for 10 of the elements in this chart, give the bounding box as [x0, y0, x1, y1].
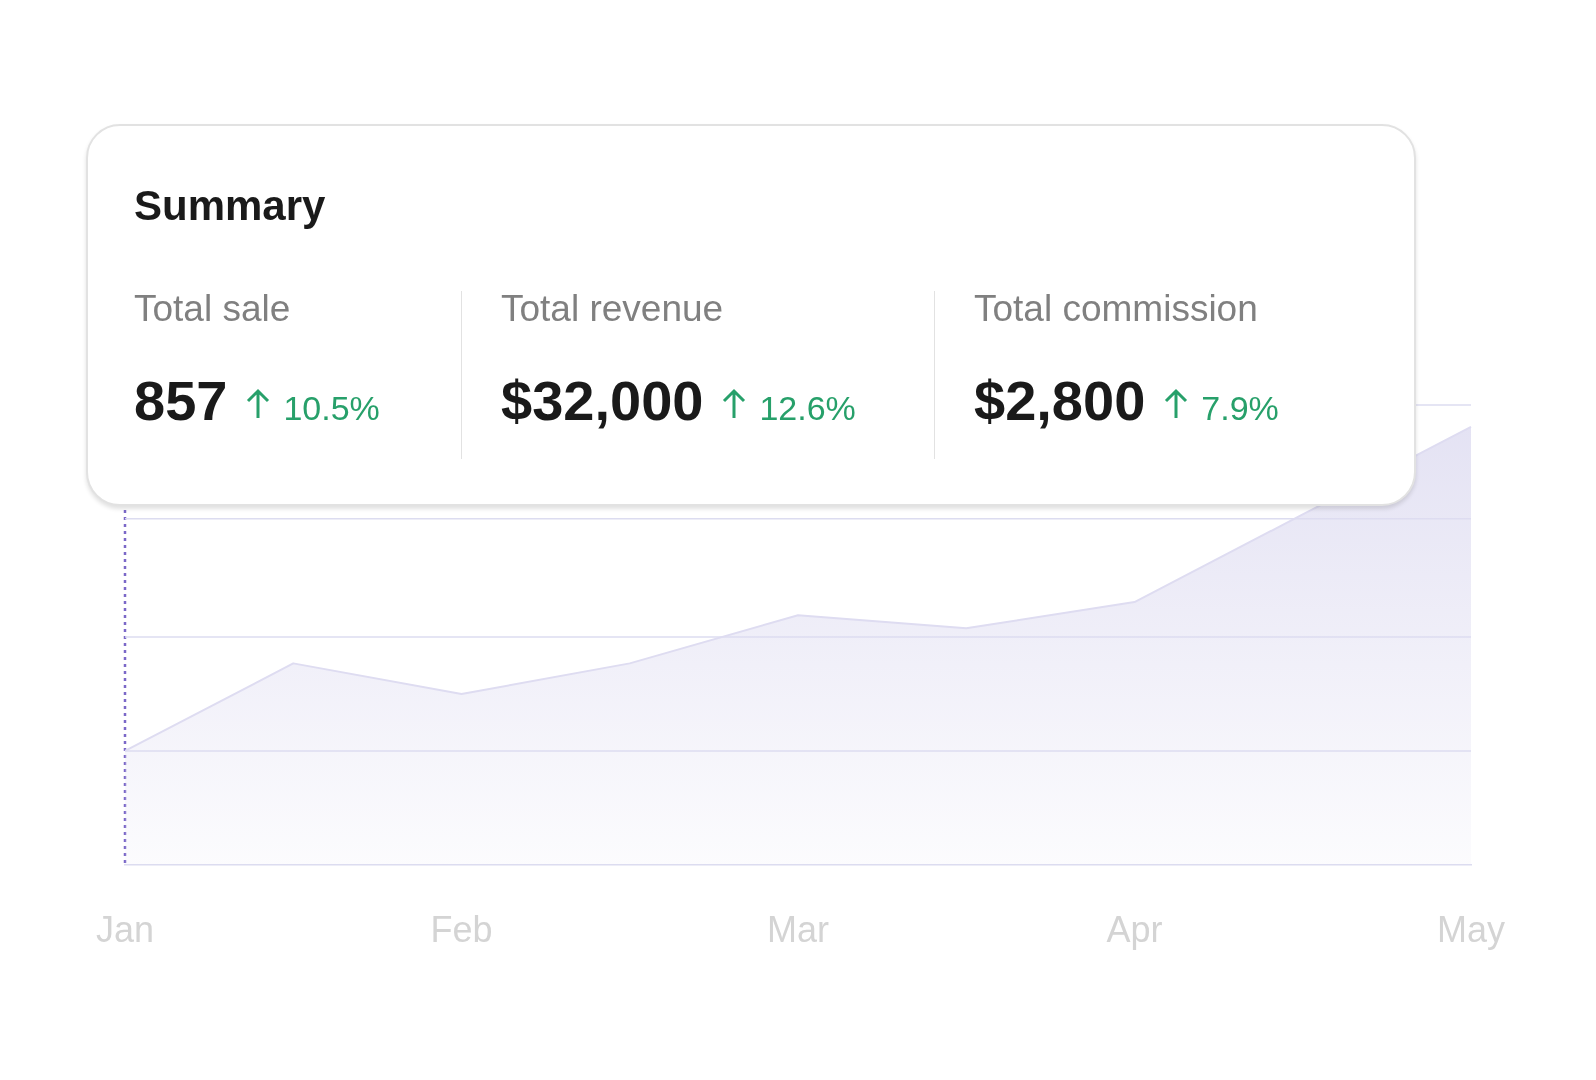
annotation: $2,800 — [974, 368, 1146, 433]
text: Total commission — [974, 288, 1259, 330]
annotation: 12.6% — [759, 389, 856, 428]
annotation: 7.9% — [1201, 389, 1279, 428]
text: Total sale — [134, 288, 292, 330]
annotation: $32,000 — [501, 368, 704, 433]
annotation: 857 — [134, 368, 228, 433]
text: Total revenue — [501, 288, 725, 330]
text: Summary — [134, 182, 326, 230]
annotation: 10.5% — [283, 389, 380, 428]
